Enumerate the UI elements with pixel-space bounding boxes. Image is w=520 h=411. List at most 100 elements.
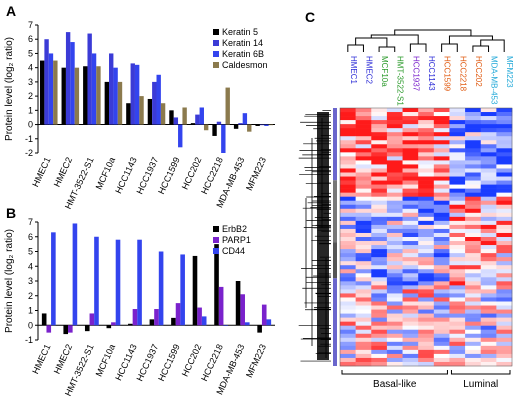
chart-c-heatmap-cell [340, 341, 356, 347]
chart-c-heatmap-cell [340, 281, 356, 286]
chart-c-heatmap-cell [418, 361, 435, 367]
chart-b-legend-swatch [213, 237, 219, 243]
chart-b-category-label: HCC202 [180, 343, 204, 379]
chart-c-heatmap-cell [480, 349, 497, 355]
chart-c-heatmap-cell [355, 116, 372, 121]
chart-c-heatmap-cell [340, 245, 356, 250]
chart-c-heatmap-cell [402, 297, 419, 302]
chart-b-bar [261, 304, 267, 326]
chart-c-heatmap-cell [386, 293, 403, 298]
chart-c-heatmap-cell [449, 228, 466, 234]
chart-c-heatmap-cell [371, 176, 388, 181]
chart-c-heatmap-cell [371, 265, 388, 270]
chart-c-heatmap-cell [340, 160, 356, 165]
chart-c-heatmap-cell [355, 196, 372, 202]
chart-c-heatmap-cell [355, 112, 372, 117]
chart-c-heatmap-cell [465, 261, 482, 266]
chart-c-heatmap-cell [418, 269, 435, 274]
chart-a-bar [109, 53, 114, 125]
chart-c-heatmap-cell [386, 269, 403, 274]
chart-a-bar [70, 42, 75, 125]
chart-c-heatmap-cell [402, 341, 419, 347]
chart-c-heatmap-cell [449, 345, 466, 351]
chart-c-heatmap-cell [480, 148, 497, 153]
chart-c-column-label: HCC202 [474, 56, 483, 87]
chart-c-heatmap-cell [433, 345, 450, 351]
chart-c-heatmap-cell [465, 132, 482, 137]
chart-c-heatmap-cell [496, 281, 513, 286]
chart-c-heatmap-cell [496, 224, 513, 230]
chart-c-heatmap-cell [386, 172, 403, 177]
chart-c-heatmap-cell [433, 329, 450, 335]
chart-c-heatmap-cell [449, 329, 466, 335]
chart-c-heatmap-cell [465, 317, 482, 322]
chart-c-heatmap-cell [371, 257, 388, 262]
chart-c-heatmap-cell [496, 228, 513, 234]
chart-b-bar [175, 303, 181, 326]
chart-c-heatmap-cell [340, 204, 356, 210]
chart-c-heatmap-cell [465, 305, 482, 310]
chart-c-heatmap-cell [449, 309, 466, 314]
chart-c-heatmap-cell [371, 341, 388, 347]
chart-c-heatmap-cell [340, 216, 356, 222]
chart-c-heatmap-cell [418, 168, 435, 173]
chart-c-heatmap-cell [465, 148, 482, 153]
chart-c-column-dendrogram-branch [394, 29, 472, 36]
chart-c-heatmap-cell [449, 353, 466, 359]
chart-c-heatmap-cell [496, 128, 513, 133]
chart-c-group-label: Basal-like [373, 379, 417, 390]
chart-c-heatmap-cell [480, 301, 497, 306]
chart-c-heatmap-cell [340, 120, 356, 125]
chart-c-heatmap-cell [433, 317, 450, 322]
chart-c-heatmap-cell [433, 216, 450, 222]
chart-c-heatmap-cell [449, 184, 466, 189]
chart-c-heatmap-cell [465, 273, 482, 278]
chart-c-heatmap-cell [418, 337, 435, 343]
chart-c-heatmap-cell [433, 237, 450, 242]
chart-c-heatmap-cell [386, 232, 403, 238]
chart-c-heatmap-cell [371, 136, 388, 141]
chart-c-heatmap-cell [465, 245, 482, 250]
chart-c-heatmap-cell [465, 285, 482, 290]
chart-b-bar [132, 309, 138, 326]
chart-a-bar [160, 103, 166, 125]
chart-c-heatmap-cell [480, 261, 497, 266]
chart-a-y-tick-label: 0 [28, 120, 33, 130]
chart-c-heatmap-cell [386, 345, 403, 351]
chart-a-legend-swatch [213, 51, 219, 57]
chart-c-heatmap-cell [355, 329, 372, 335]
chart-c-heatmap-cell [340, 297, 356, 302]
chart-c-heatmap-cell [433, 333, 450, 339]
chart-a-bar [169, 110, 174, 125]
chart-c-heatmap-cell [496, 184, 513, 189]
chart-c-heatmap-cell [418, 265, 435, 270]
chart-c-heatmap-cell [371, 128, 388, 133]
chart-c-heatmap-cell [465, 289, 482, 294]
chart-b-bar [192, 255, 198, 326]
chart-c-heatmap-cell [355, 164, 372, 169]
chart-c-heatmap-cell [386, 333, 403, 339]
chart-c-heatmap-cell [386, 196, 403, 202]
chart-c-heatmap-cell [340, 277, 356, 282]
chart-c-heatmap-cell [480, 224, 497, 230]
chart-c-column-dendrogram-branch [355, 37, 388, 47]
chart-c-heatmap-cell [418, 341, 435, 347]
chart-c-heatmap-cell [386, 120, 403, 125]
chart-c-heatmap-cell [465, 357, 482, 363]
chart-c-heatmap-cell [449, 128, 466, 133]
chart-c-heatmap-cell [433, 341, 450, 347]
chart-a-bar [134, 64, 140, 125]
chart-c-heatmap-cell [433, 325, 450, 331]
chart-c-heatmap-cell [480, 112, 497, 117]
chart-c-heatmap-cell [496, 293, 513, 298]
chart-c-heatmap-cell [418, 204, 435, 210]
chart-b-y-tick-label: 3 [28, 276, 33, 286]
chart-c-heatmap-cell [480, 297, 497, 302]
chart-c-heatmap-cell [355, 200, 372, 206]
chart-c-heatmap-cell [449, 317, 466, 322]
chart-c-heatmap-cell [340, 168, 356, 173]
chart-c-heatmap-cell [355, 172, 372, 177]
chart-c-heatmap-cell [402, 253, 419, 258]
chart-a-category-label: MCF10a [94, 156, 118, 192]
chart-c-heatmap-cell [449, 237, 466, 242]
